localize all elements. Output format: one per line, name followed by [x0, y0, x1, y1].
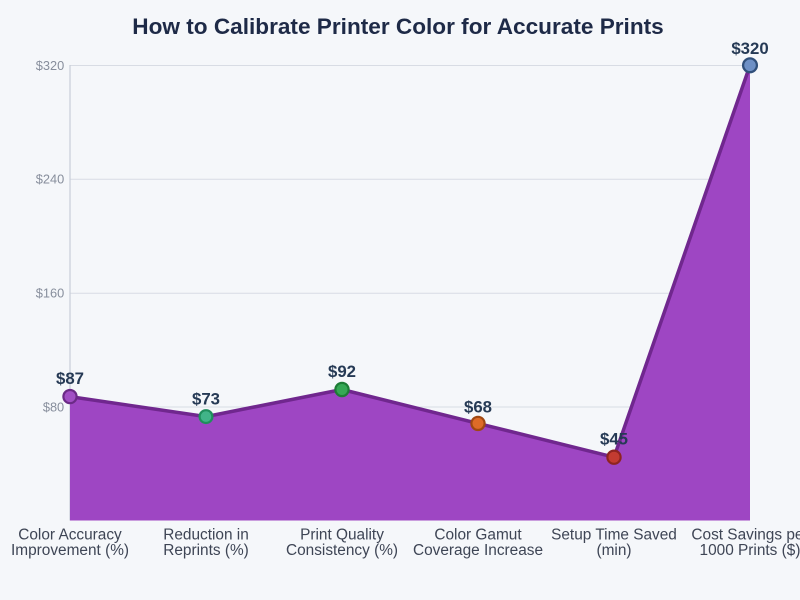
- svg-text:Setup Time Saved: Setup Time Saved: [551, 527, 677, 544]
- svg-text:$240: $240: [36, 172, 64, 187]
- svg-text:How to Calibrate Printer Color: How to Calibrate Printer Color for Accur…: [132, 14, 663, 39]
- svg-text:$320: $320: [36, 58, 64, 73]
- svg-text:Coverage Increase: Coverage Increase: [413, 542, 543, 559]
- svg-text:Cost Savings per: Cost Savings per: [691, 527, 800, 544]
- svg-text:$160: $160: [36, 286, 64, 301]
- svg-text:Consistency (%): Consistency (%): [286, 542, 398, 559]
- svg-text:Color Accuracy: Color Accuracy: [18, 527, 122, 544]
- svg-text:(min): (min): [596, 542, 631, 559]
- svg-text:Improvement (%): Improvement (%): [11, 542, 129, 559]
- svg-text:$68: $68: [464, 397, 492, 416]
- svg-text:$73: $73: [192, 390, 220, 409]
- svg-text:Reduction in: Reduction in: [163, 527, 249, 544]
- svg-text:1000 Prints ($): 1000 Prints ($): [700, 542, 800, 559]
- svg-text:$87: $87: [56, 369, 84, 388]
- svg-text:$320: $320: [731, 39, 768, 58]
- svg-text:Reprints (%): Reprints (%): [163, 542, 249, 559]
- svg-text:Color Gamut: Color Gamut: [434, 527, 522, 544]
- svg-text:$45: $45: [600, 429, 628, 448]
- svg-text:Print Quality: Print Quality: [300, 527, 384, 544]
- svg-text:$80: $80: [43, 399, 64, 414]
- svg-text:$92: $92: [328, 362, 356, 381]
